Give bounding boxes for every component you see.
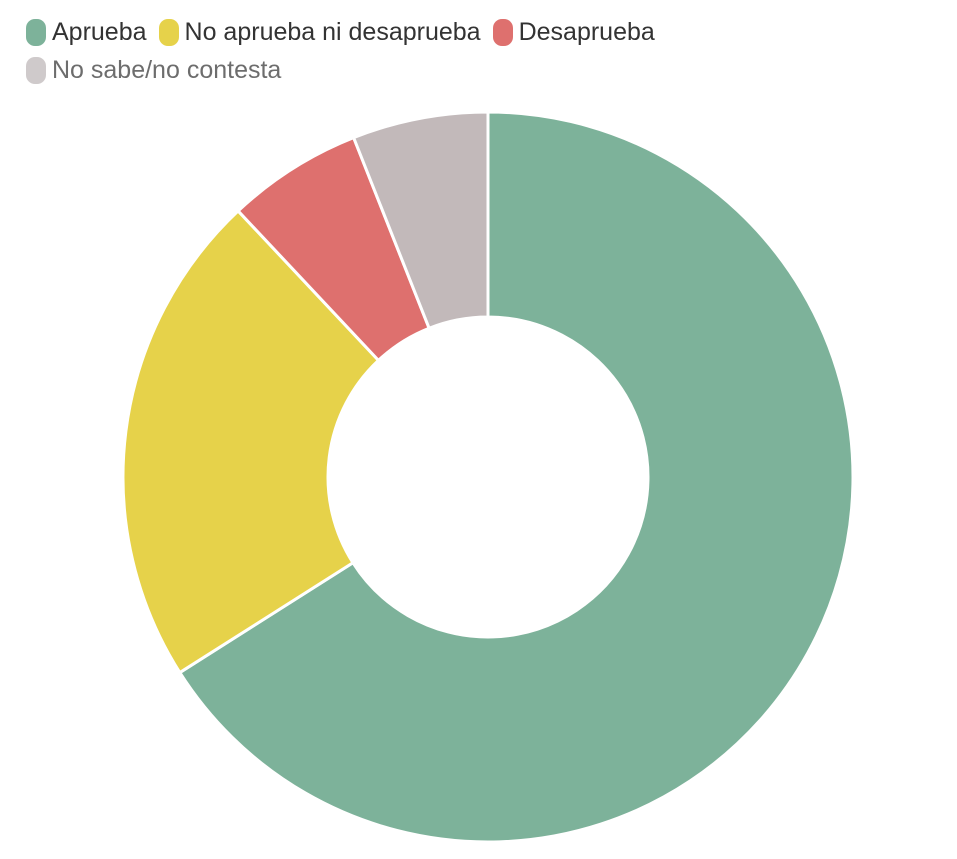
legend-label: Desaprueba [518,18,655,46]
donut-slice-aprueba[interactable] [177,110,855,844]
legend-item-ns-nc[interactable]: No sabe/no contesta [26,52,281,88]
legend-item-neutral[interactable]: No aprueba ni desaprueba [158,14,481,50]
donut-slice-no-sabe-no-contesta[interactable] [351,110,490,331]
legend-item-aprueba[interactable]: Aprueba [26,14,147,50]
legend-swatch-icon [26,56,46,84]
donut-slice-no-aprueba-ni-desaprueba[interactable] [121,208,381,675]
legend-swatch-icon [158,18,179,46]
legend-label: No aprueba ni desaprueba [184,18,481,46]
legend-label: Aprueba [52,18,147,46]
legend-swatch-icon [492,18,513,46]
chart-legend: Aprueba No aprueba ni desaprueba Desapru… [26,14,746,88]
legend-item-desaprueba[interactable]: Desaprueba [492,14,655,50]
legend-label: No sabe/no contesta [52,56,282,84]
legend-swatch-icon [26,18,46,46]
